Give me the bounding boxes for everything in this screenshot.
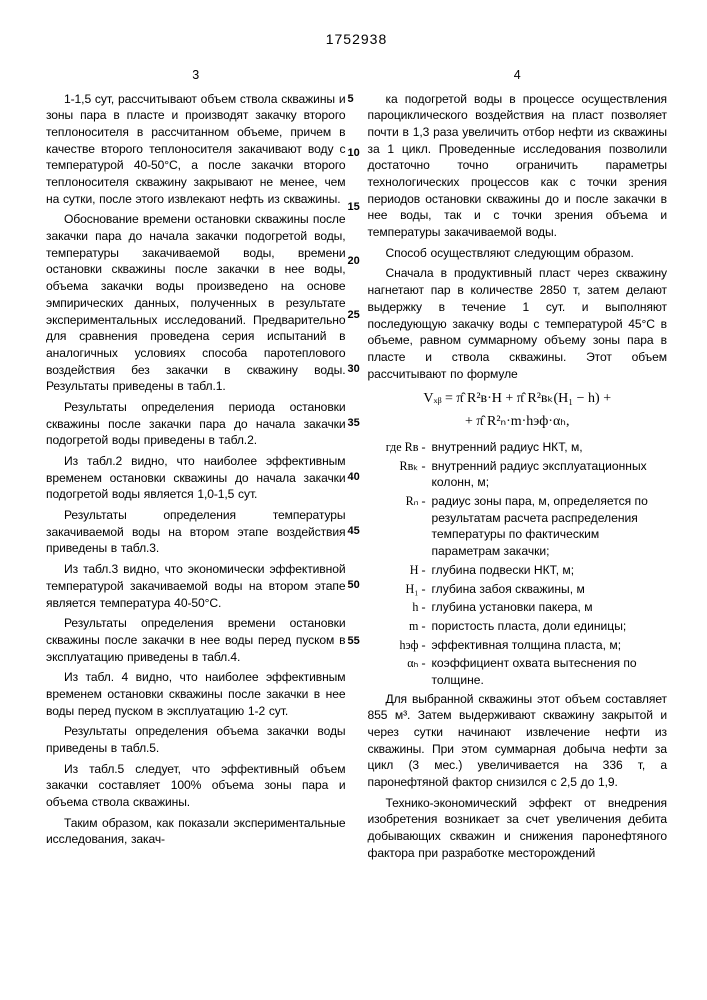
definition-row: h -глубина установки пакера, м [368, 599, 668, 616]
definition-text: глубина установки пакера, м [432, 599, 668, 616]
definition-symbol: Rвₖ - [368, 458, 432, 491]
definition-symbol: m - [368, 618, 432, 635]
paragraph: Результаты определения объема закачки во… [46, 723, 346, 756]
symbol-definitions: где Rв -внутренний радиус НКТ, м,Rвₖ -вн… [368, 439, 668, 689]
formula-line-2: + π̂ R²ₙ·m·hэф·αₕ, [465, 414, 569, 429]
line-number: 10 [348, 146, 360, 161]
definition-text: внутренний радиус НКТ, м, [432, 439, 668, 456]
paragraph: Технико-экономический эффект от внедрени… [368, 795, 668, 862]
paragraph: Таким образом, как показали эксперимента… [46, 815, 346, 848]
definition-symbol: где Rв - [368, 439, 432, 456]
line-number: 30 [348, 362, 360, 377]
paragraph: Из табл. 4 видно, что наиболее эффективн… [46, 669, 346, 719]
definition-text: пористость пласта, доли единицы; [432, 618, 668, 635]
left-column: 3 1-1,5 сут, рассчитывают объем ствола с… [46, 67, 346, 865]
line-number: 5 [348, 92, 354, 107]
definition-text: глубина забоя скважины, м [432, 581, 668, 598]
line-number: 20 [348, 254, 360, 269]
paragraph: Из табл.2 видно, что наиболее эффективны… [46, 453, 346, 503]
line-number: 55 [348, 634, 360, 649]
definition-text: глубина подвески НКТ, м; [432, 562, 668, 579]
formula-line-1: Vₓᵦ = π̂ R²в·H + π̂ R²вₖ(H₁ − h) + [423, 391, 611, 406]
paragraph: 1-1,5 сут, рассчитывают объем ствола скв… [46, 91, 346, 208]
definition-row: Rₙ -радиус зоны пара, м, определяется по… [368, 493, 668, 560]
definition-row: где Rв -внутренний радиус НКТ, м, [368, 439, 668, 456]
definition-symbol: Rₙ - [368, 493, 432, 560]
definition-text: коэффициент охвата вытеснения по толщине… [432, 655, 668, 688]
definition-symbol: h - [368, 599, 432, 616]
line-number: 40 [348, 470, 360, 485]
definition-row: m -пористость пласта, доли единицы; [368, 618, 668, 635]
paragraph: Результаты определения времени остановки… [46, 615, 346, 665]
definition-row: H -глубина подвески НКТ, м; [368, 562, 668, 579]
line-number: 45 [348, 524, 360, 539]
definition-symbol: αₕ - [368, 655, 432, 688]
definition-text: внутренний радиус эксплуатационных колон… [432, 458, 668, 491]
paragraph: Способ осуществляют следующим образом. [368, 245, 668, 262]
paragraph: Из табл.3 видно, что экономически эффект… [46, 561, 346, 611]
line-number: 35 [348, 416, 360, 431]
line-number: 25 [348, 308, 360, 323]
line-number: 50 [348, 578, 360, 593]
paragraph: Из табл.5 следует, что эффективный объем… [46, 761, 346, 811]
page-number-right: 4 [368, 67, 668, 84]
definition-row: Rвₖ -внутренний радиус эксплуатационных … [368, 458, 668, 491]
line-number: 15 [348, 200, 360, 215]
definition-row: H₁ -глубина забоя скважины, м [368, 581, 668, 598]
definition-symbol: H - [368, 562, 432, 579]
paragraph: Сначала в продуктивный пласт через скваж… [368, 265, 668, 382]
paragraph: Результаты определения температуры закач… [46, 507, 346, 557]
page-number-left: 3 [46, 67, 346, 84]
paragraph: ка подогретой воды в процессе осуществле… [368, 91, 668, 241]
definition-row: hэф -эффективная толщина пласта, м; [368, 637, 668, 654]
definition-text: эффективная толщина пласта, м; [432, 637, 668, 654]
definition-symbol: hэф - [368, 637, 432, 654]
paragraph: Для выбранной скважины этот объем состав… [368, 691, 668, 791]
paragraph: Обоснование времени остановки скважины п… [46, 211, 346, 395]
paragraph: Результаты определения периода остановки… [46, 399, 346, 449]
definition-symbol: H₁ - [368, 581, 432, 598]
formula: Vₓᵦ = π̂ R²в·H + π̂ R²вₖ(H₁ − h) + + π̂ … [368, 388, 668, 433]
definition-row: αₕ -коэффициент охвата вытеснения по тол… [368, 655, 668, 688]
document-number: 1752938 [46, 30, 667, 49]
definition-text: радиус зоны пара, м, определяется по рез… [432, 493, 668, 560]
right-column: 4 ка подогретой воды в процессе осуществ… [368, 67, 668, 865]
